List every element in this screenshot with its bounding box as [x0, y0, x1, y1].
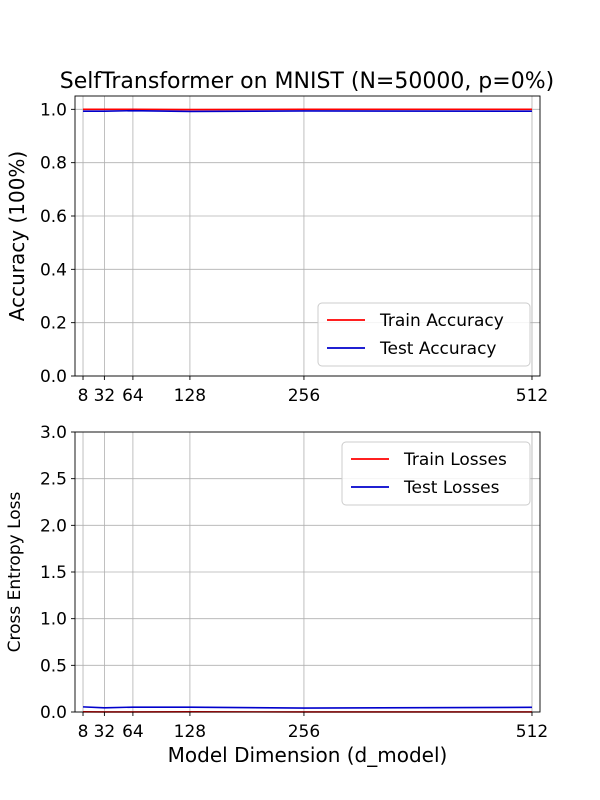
y-tick-label: 0.0	[40, 367, 67, 387]
y-tick-label: 2.5	[40, 470, 67, 490]
x-tick-label: 256	[288, 722, 320, 742]
legend-box	[341, 441, 531, 506]
y-axis-label: Accuracy (100%)	[5, 151, 29, 321]
y-tick-label: 1.0	[40, 610, 67, 630]
x-tick-label: 8	[78, 722, 89, 742]
x-tick-label: 512	[516, 722, 548, 742]
x-tick-label: 128	[174, 722, 206, 742]
y-tick-label: 1.5	[40, 563, 67, 583]
y-tick-label: 3.0	[40, 423, 67, 443]
x-tick-label: 32	[94, 722, 116, 742]
y-tick-label: 0.0	[40, 703, 67, 723]
y-tick-label: 0.5	[40, 656, 67, 676]
x-tick-label: 512	[516, 386, 548, 406]
legend: Train Losses Test Losses	[341, 441, 531, 506]
legend-label: Test Losses	[403, 478, 500, 498]
x-tick-label: 64	[122, 722, 144, 742]
x-axis-label: Model Dimension (d_model)	[168, 743, 448, 767]
y-tick-label: 0.2	[40, 314, 67, 334]
y-tick-label: 2.0	[40, 516, 67, 536]
legend-box	[317, 302, 531, 367]
x-tick-label: 32	[94, 386, 116, 406]
y-axis-label: Cross Entropy Loss	[5, 491, 25, 652]
figure-title: SelfTransformer on MNIST (N=50000, p=0%)	[60, 69, 554, 94]
legend-label: Train Losses	[403, 450, 507, 470]
y-tick-label: 0.6	[40, 207, 67, 227]
y-tick-label: 0.8	[40, 154, 67, 174]
x-tick-label: 256	[288, 386, 320, 406]
axes-frame	[74, 95, 541, 377]
y-tick-label: 1.0	[40, 100, 67, 120]
legend: Train Accuracy Test Accuracy	[317, 302, 531, 367]
series-line-1	[82, 706, 532, 709]
loss-panel: 8 32 64 128 256 512 0.0 0.5 1.0 1.5 2.0 2.5 3.0 Cross…	[5, 423, 548, 767]
accuracy-panel: 8 32 64 128 256 512 0.0 0.2 0.4 0.6 0.8 1.0 Accuracy…	[5, 95, 548, 406]
legend-label: Train Accuracy	[379, 311, 504, 331]
x-tick-label: 128	[174, 386, 206, 406]
x-tick-label: 64	[122, 386, 144, 406]
legend-label: Test Accuracy	[379, 339, 497, 359]
series-line-1	[83, 109, 532, 113]
x-tick-label: 8	[78, 386, 89, 406]
y-tick-label: 0.4	[40, 260, 67, 280]
